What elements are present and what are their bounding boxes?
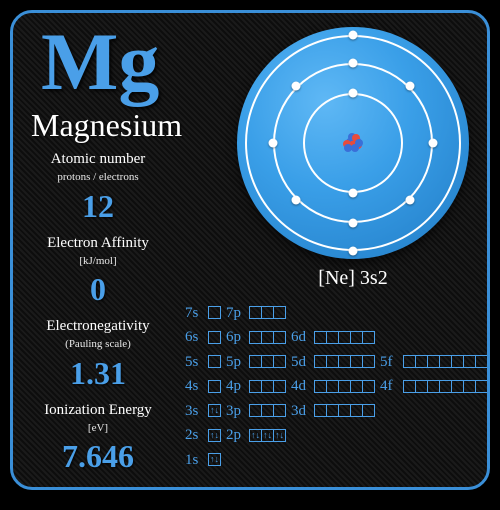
- orbital-boxes: [208, 355, 221, 368]
- element-card: Mg Magnesium Atomic numberprotons / elec…: [10, 10, 490, 490]
- orbital-boxes: [314, 331, 375, 344]
- orbital-box: [208, 355, 221, 368]
- electron: [349, 31, 358, 40]
- orbital-label: 3s: [185, 400, 203, 423]
- orbital-diagram: 7s 7p 6s 6p 6d 5s 5p 5d 5f 4s 4p 4d 4f 3s ↑↓ 3p 3d 2s ↑↓ 2p…: [185, 302, 488, 474]
- orbital-boxes: [314, 355, 375, 368]
- electron-config: [Ne] 3s2: [237, 267, 469, 290]
- orbital-boxes: ↑↓: [208, 404, 221, 417]
- orbital-boxes: [314, 380, 375, 393]
- orbital-box: [362, 355, 375, 368]
- property-value: 0: [13, 271, 183, 308]
- nucleon: [355, 139, 363, 147]
- orbital-label: 5f: [380, 351, 398, 374]
- orbital-box: [208, 331, 221, 344]
- orbital-box: [208, 306, 221, 319]
- orbital-boxes: [249, 380, 286, 393]
- orbital-box: [273, 404, 286, 417]
- orbital-boxes: [208, 380, 221, 393]
- orbital-boxes: [403, 380, 488, 393]
- orbital-boxes: ↑↓: [208, 453, 221, 466]
- property-value: 1.31: [13, 355, 183, 392]
- orbital-box: [208, 380, 221, 393]
- orbital-label: 2p: [226, 424, 244, 447]
- orbital-label: 3p: [226, 400, 244, 423]
- atom-diagram: [237, 27, 469, 259]
- orbital-boxes: [314, 404, 375, 417]
- property-label: Ionization Energy[eV]: [13, 402, 183, 437]
- property-block: Atomic numberprotons / electrons12: [13, 151, 183, 225]
- element-name: Magnesium: [31, 107, 182, 144]
- orbital-boxes: [249, 355, 286, 368]
- orbital-box: ↑↓: [208, 453, 221, 466]
- element-symbol: Mg: [41, 21, 159, 103]
- orbital-label: 7s: [185, 302, 203, 325]
- orbital-boxes: ↑↓: [208, 429, 221, 442]
- property-block: Electronegativity(Pauling scale)1.31: [13, 318, 183, 392]
- property-value: 12: [13, 188, 183, 225]
- orbital-label: 5d: [291, 351, 309, 374]
- orbital-label: 2s: [185, 424, 203, 447]
- orbital-row: 6s 6p 6d: [185, 326, 488, 349]
- orbital-boxes: [208, 331, 221, 344]
- orbital-box: [273, 331, 286, 344]
- electron: [349, 247, 358, 256]
- orbital-label: 4s: [185, 375, 203, 398]
- property-value: 7.646: [13, 438, 183, 475]
- orbital-boxes: [249, 404, 286, 417]
- orbital-box: [475, 380, 488, 393]
- orbital-row: 1s ↑↓: [185, 449, 488, 472]
- orbital-box: [475, 355, 488, 368]
- nucleon: [344, 144, 352, 152]
- properties-panel: Atomic numberprotons / electrons12 Electr…: [13, 151, 183, 485]
- orbital-row: 2s ↑↓ 2p ↑↓↑↓↑↓: [185, 424, 488, 447]
- orbital-row: 3s ↑↓ 3p 3d: [185, 400, 488, 423]
- orbital-label: 4f: [380, 375, 398, 398]
- orbital-boxes: [403, 355, 488, 368]
- orbital-label: 5s: [185, 351, 203, 374]
- orbital-row: 4s 4p 4d 4f: [185, 375, 488, 398]
- orbital-label: 3d: [291, 400, 309, 423]
- orbital-label: 4d: [291, 375, 309, 398]
- orbital-row: 5s 5p 5d 5f: [185, 351, 488, 374]
- property-label: Atomic numberprotons / electrons: [13, 151, 183, 186]
- orbital-label: 5p: [226, 351, 244, 374]
- orbital-boxes: [249, 306, 286, 319]
- nucleus: [333, 123, 373, 163]
- property-block: Electron Affinity[kJ/mol]0: [13, 235, 183, 309]
- orbital-label: 6p: [226, 326, 244, 349]
- orbital-box: [273, 306, 286, 319]
- property-label: Electronegativity(Pauling scale): [13, 318, 183, 353]
- orbital-box: [273, 380, 286, 393]
- property-block: Ionization Energy[eV]7.646: [13, 402, 183, 476]
- orbital-box: ↑↓: [208, 404, 221, 417]
- orbital-boxes: [249, 331, 286, 344]
- orbital-label: 1s: [185, 449, 203, 472]
- orbital-boxes: [208, 306, 221, 319]
- orbital-label: 6s: [185, 326, 203, 349]
- orbital-box: ↑↓: [273, 429, 286, 442]
- orbital-box: [362, 380, 375, 393]
- orbital-box: [362, 331, 375, 344]
- orbital-row: 7s 7p: [185, 302, 488, 325]
- orbital-box: [273, 355, 286, 368]
- orbital-box: [362, 404, 375, 417]
- orbital-label: 7p: [226, 302, 244, 325]
- orbital-label: 6d: [291, 326, 309, 349]
- orbital-boxes: ↑↓↑↓↑↓: [249, 429, 286, 442]
- orbital-box: ↑↓: [208, 429, 221, 442]
- property-label: Electron Affinity[kJ/mol]: [13, 235, 183, 270]
- orbital-label: 4p: [226, 375, 244, 398]
